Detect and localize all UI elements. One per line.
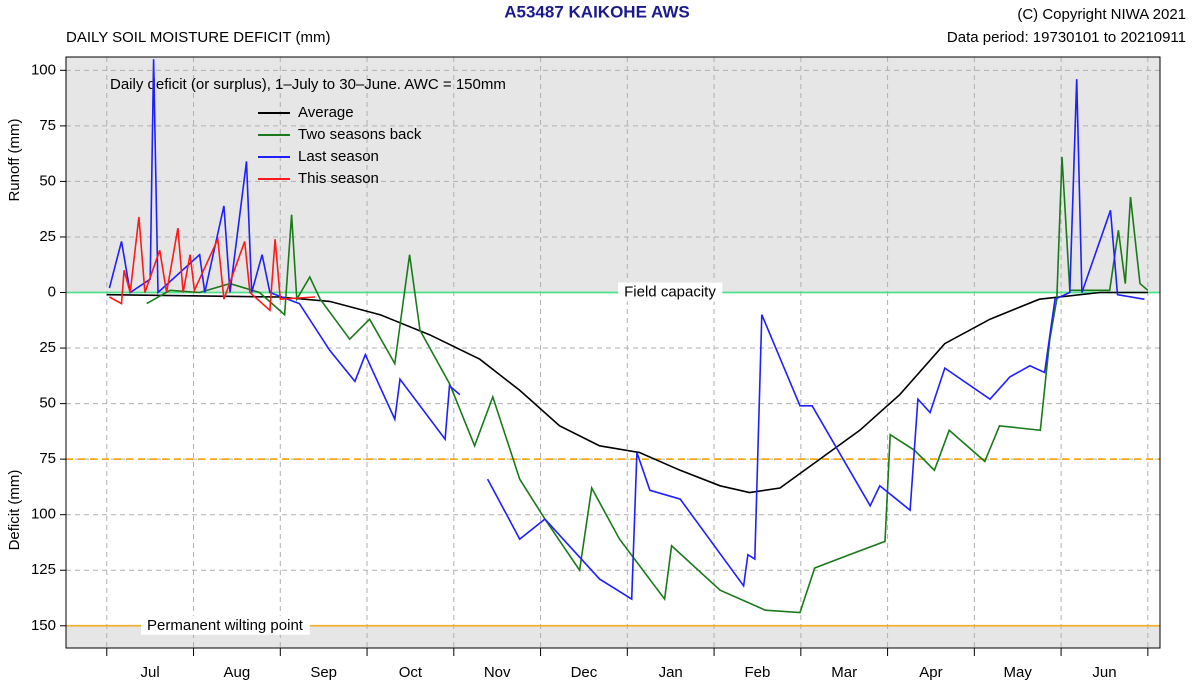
x-tick-label: May xyxy=(1004,664,1033,681)
below-wilting-region xyxy=(66,625,1160,648)
annotation: Daily deficit (or surplus), 1–July to 30… xyxy=(110,76,506,93)
reference-label-bg xyxy=(141,615,310,635)
x-tick-label: Mar xyxy=(831,664,857,681)
x-tick-label: Nov xyxy=(484,664,511,681)
series-line xyxy=(146,156,1149,614)
series-line xyxy=(109,216,316,312)
y-tick-label: 25 xyxy=(39,228,56,245)
y-label-top: Runoff (mm) xyxy=(6,118,23,201)
x-tick-label: Jan xyxy=(659,664,683,681)
x-tick-label: Jun xyxy=(1092,664,1116,681)
surplus-region xyxy=(66,57,1160,293)
legend-label: This season xyxy=(298,170,379,187)
data-period: Data period: 19730101 to 20210911 xyxy=(947,29,1186,46)
x-tick-label: Aug xyxy=(224,664,251,681)
series-line xyxy=(108,59,1145,601)
y-label-bottom: Deficit (mm) xyxy=(6,470,23,551)
x-tick-label: Apr xyxy=(919,664,942,681)
y-tick-label: 100 xyxy=(31,506,56,523)
x-tick-label: Dec xyxy=(571,664,598,681)
x-tick-label: Sep xyxy=(310,664,337,681)
y-tick-label: 0 xyxy=(48,283,56,300)
reference-label: Field capacity xyxy=(624,283,716,300)
y-tick-label: 50 xyxy=(39,172,56,189)
y-tick-label: 75 xyxy=(39,450,56,467)
x-tick-label: Jul xyxy=(141,664,160,681)
x-tick-label: Feb xyxy=(745,664,771,681)
reference-label: Permanent wilting point xyxy=(147,617,304,634)
y-tick-label: 100 xyxy=(31,61,56,78)
copyright: (C) Copyright NIWA 2021 xyxy=(1017,6,1186,23)
chart-title: A53487 KAIKOHE AWS xyxy=(504,2,689,21)
y-tick-label: 50 xyxy=(39,395,56,412)
plot-frame xyxy=(65,56,1161,649)
x-tick-label: Oct xyxy=(399,664,423,681)
y-tick-label: 75 xyxy=(39,117,56,134)
legend-label: Average xyxy=(298,104,354,121)
legend-label: Last season xyxy=(298,148,379,165)
chart-subtitle: DAILY SOIL MOISTURE DEFICIT (mm) xyxy=(66,29,330,46)
y-tick-label: 25 xyxy=(39,339,56,356)
y-tick-label: 150 xyxy=(31,617,56,634)
legend-label: Two seasons back xyxy=(298,126,422,143)
y-tick-label: 125 xyxy=(31,561,56,578)
series-line xyxy=(106,291,1148,494)
reference-label-bg xyxy=(618,282,723,302)
